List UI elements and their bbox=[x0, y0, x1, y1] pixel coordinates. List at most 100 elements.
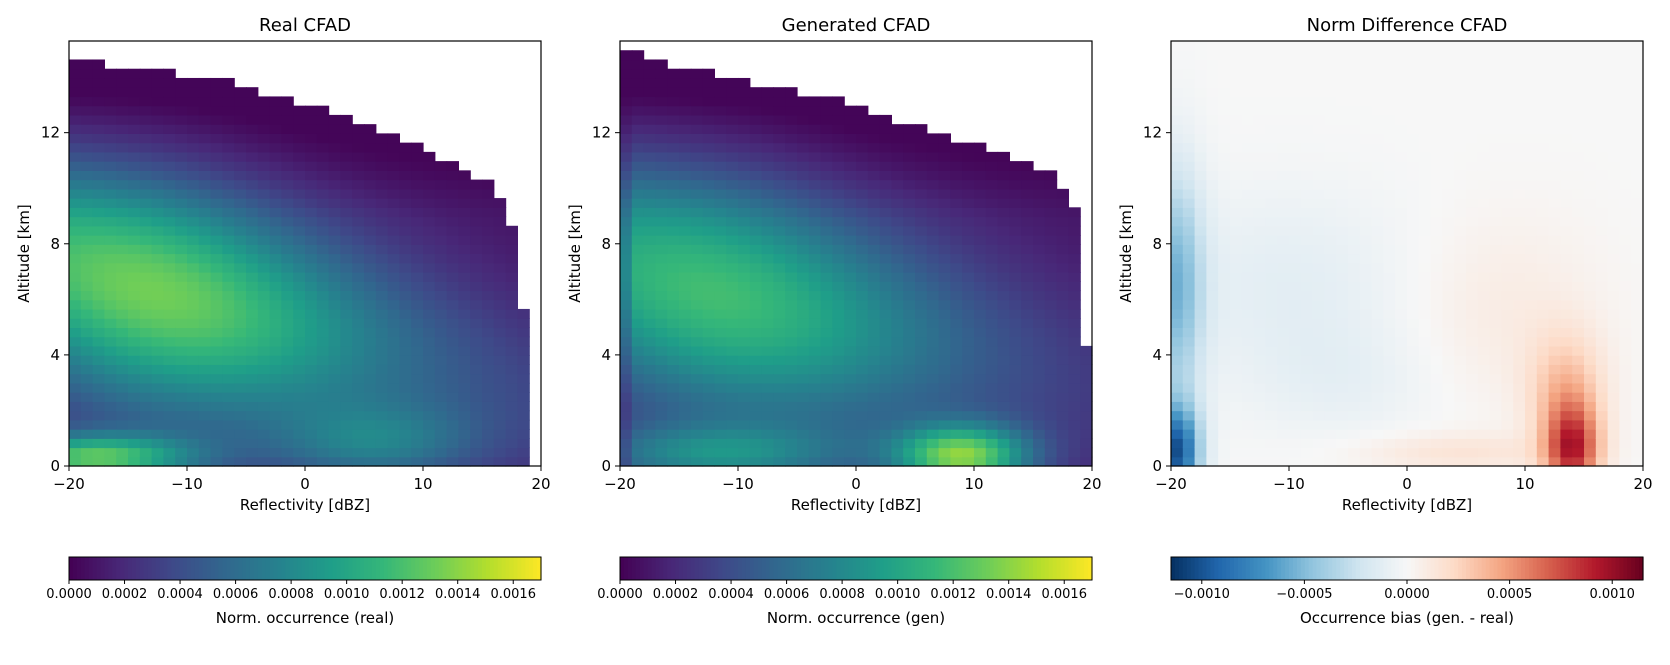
heatmap-cell bbox=[1230, 133, 1243, 144]
heatmap-cell bbox=[655, 410, 668, 421]
colorbar-swatch bbox=[981, 557, 987, 580]
heatmap-cell bbox=[1572, 124, 1585, 134]
heatmap-cell bbox=[1395, 410, 1408, 421]
heatmap-cell bbox=[1525, 401, 1538, 412]
heatmap-cell bbox=[1044, 179, 1058, 190]
heatmap-cell bbox=[470, 216, 483, 227]
heatmap-cell bbox=[1536, 105, 1550, 116]
heatmap-cell bbox=[1595, 429, 1609, 439]
heatmap-cell bbox=[1218, 41, 1231, 51]
heatmap-cell bbox=[80, 262, 94, 273]
heatmap-cell bbox=[856, 124, 869, 134]
heatmap-cell bbox=[667, 216, 680, 227]
heatmap-cell bbox=[1442, 244, 1455, 255]
heatmap-cell bbox=[69, 87, 82, 98]
heatmap-cell bbox=[891, 327, 904, 338]
heatmap-cell bbox=[1584, 68, 1597, 79]
heatmap-cell bbox=[702, 68, 715, 79]
heatmap-cell bbox=[187, 410, 200, 421]
heatmap-cell bbox=[104, 77, 117, 88]
heatmap-cell bbox=[1289, 41, 1302, 51]
heatmap-cell bbox=[620, 281, 633, 292]
heatmap-cell bbox=[1442, 382, 1455, 393]
heatmap-cell bbox=[1253, 77, 1266, 88]
heatmap-cell bbox=[749, 345, 763, 356]
heatmap-cell bbox=[375, 382, 389, 393]
heatmap-cell bbox=[643, 299, 656, 310]
heatmap-cell bbox=[1442, 235, 1455, 245]
heatmap-cell bbox=[257, 170, 271, 181]
heatmap-cell bbox=[832, 373, 845, 384]
heatmap-cell bbox=[505, 456, 518, 467]
heatmap-cell bbox=[1182, 382, 1196, 393]
heatmap-cell bbox=[962, 235, 975, 245]
heatmap-cell bbox=[1336, 438, 1349, 449]
heatmap-cell bbox=[104, 410, 117, 421]
heatmap-cell bbox=[1395, 447, 1408, 458]
heatmap-cell bbox=[1359, 161, 1373, 171]
heatmap-cell bbox=[1021, 373, 1034, 384]
heatmap-cell bbox=[1395, 336, 1408, 347]
heatmap-cell bbox=[1383, 235, 1396, 245]
heatmap-cell bbox=[1021, 438, 1034, 449]
heatmap-cell bbox=[92, 456, 105, 467]
heatmap-cell bbox=[1312, 151, 1325, 162]
heatmap-cell bbox=[1477, 392, 1491, 402]
colorbar-swatch bbox=[218, 557, 223, 580]
heatmap-cell bbox=[667, 235, 680, 245]
heatmap-cell bbox=[1265, 401, 1278, 412]
heatmap-cell bbox=[1044, 198, 1058, 208]
heatmap-cell bbox=[1572, 161, 1585, 171]
heatmap-cell bbox=[139, 271, 153, 282]
heatmap-cell bbox=[1300, 336, 1314, 347]
colorbar-swatch bbox=[72, 557, 78, 580]
heatmap-cell bbox=[785, 382, 798, 393]
heatmap-cell bbox=[1265, 41, 1278, 51]
heatmap-cell bbox=[187, 170, 200, 181]
heatmap-cell bbox=[446, 364, 459, 375]
colorbar-swatch bbox=[442, 557, 448, 580]
heatmap-cell bbox=[1300, 87, 1314, 98]
heatmap-cell bbox=[1584, 318, 1597, 329]
heatmap-cell bbox=[1548, 253, 1561, 264]
heatmap-cell bbox=[1300, 456, 1314, 467]
heatmap-cell bbox=[1371, 114, 1384, 125]
heatmap-cell bbox=[667, 392, 680, 402]
heatmap-cells bbox=[620, 50, 1093, 467]
heatmap-cell bbox=[950, 336, 963, 347]
heatmap-cell bbox=[1477, 336, 1491, 347]
heatmap-cell bbox=[482, 373, 495, 384]
heatmap-cell bbox=[1241, 59, 1255, 70]
colorbar-swatch bbox=[958, 557, 963, 580]
heatmap-cell bbox=[643, 216, 656, 227]
heatmap-cell bbox=[1407, 456, 1420, 467]
heatmap-cell bbox=[364, 188, 377, 199]
heatmap-cell bbox=[116, 345, 129, 356]
colorbar-swatch bbox=[96, 557, 102, 580]
x-tick-label: 0 bbox=[300, 475, 310, 493]
heatmap-cell bbox=[714, 290, 727, 301]
heatmap-cell bbox=[738, 429, 751, 439]
heatmap-cell bbox=[1312, 87, 1325, 98]
colorbar-swatch bbox=[537, 557, 542, 580]
heatmap-cell bbox=[726, 429, 739, 439]
heatmap-cell bbox=[820, 96, 833, 107]
heatmap-cell bbox=[187, 179, 200, 190]
heatmap-cell bbox=[1407, 133, 1420, 144]
heatmap-cell bbox=[364, 225, 377, 236]
heatmap-cell bbox=[1395, 401, 1408, 412]
heatmap-cell bbox=[702, 124, 715, 134]
heatmap-cell bbox=[305, 105, 318, 116]
heatmap-cell bbox=[446, 345, 459, 356]
heatmap-cell bbox=[411, 447, 424, 458]
heatmap-cell bbox=[1300, 262, 1314, 273]
heatmap-cell bbox=[1477, 438, 1491, 449]
heatmap-cell bbox=[104, 114, 117, 125]
heatmap-cell bbox=[726, 290, 739, 301]
heatmap-cell bbox=[738, 271, 751, 282]
heatmap-cell bbox=[210, 253, 223, 264]
heatmap-cell bbox=[926, 392, 940, 402]
heatmap-cell bbox=[844, 235, 857, 245]
heatmap-cell bbox=[1477, 355, 1491, 365]
heatmap-cell bbox=[938, 142, 951, 153]
